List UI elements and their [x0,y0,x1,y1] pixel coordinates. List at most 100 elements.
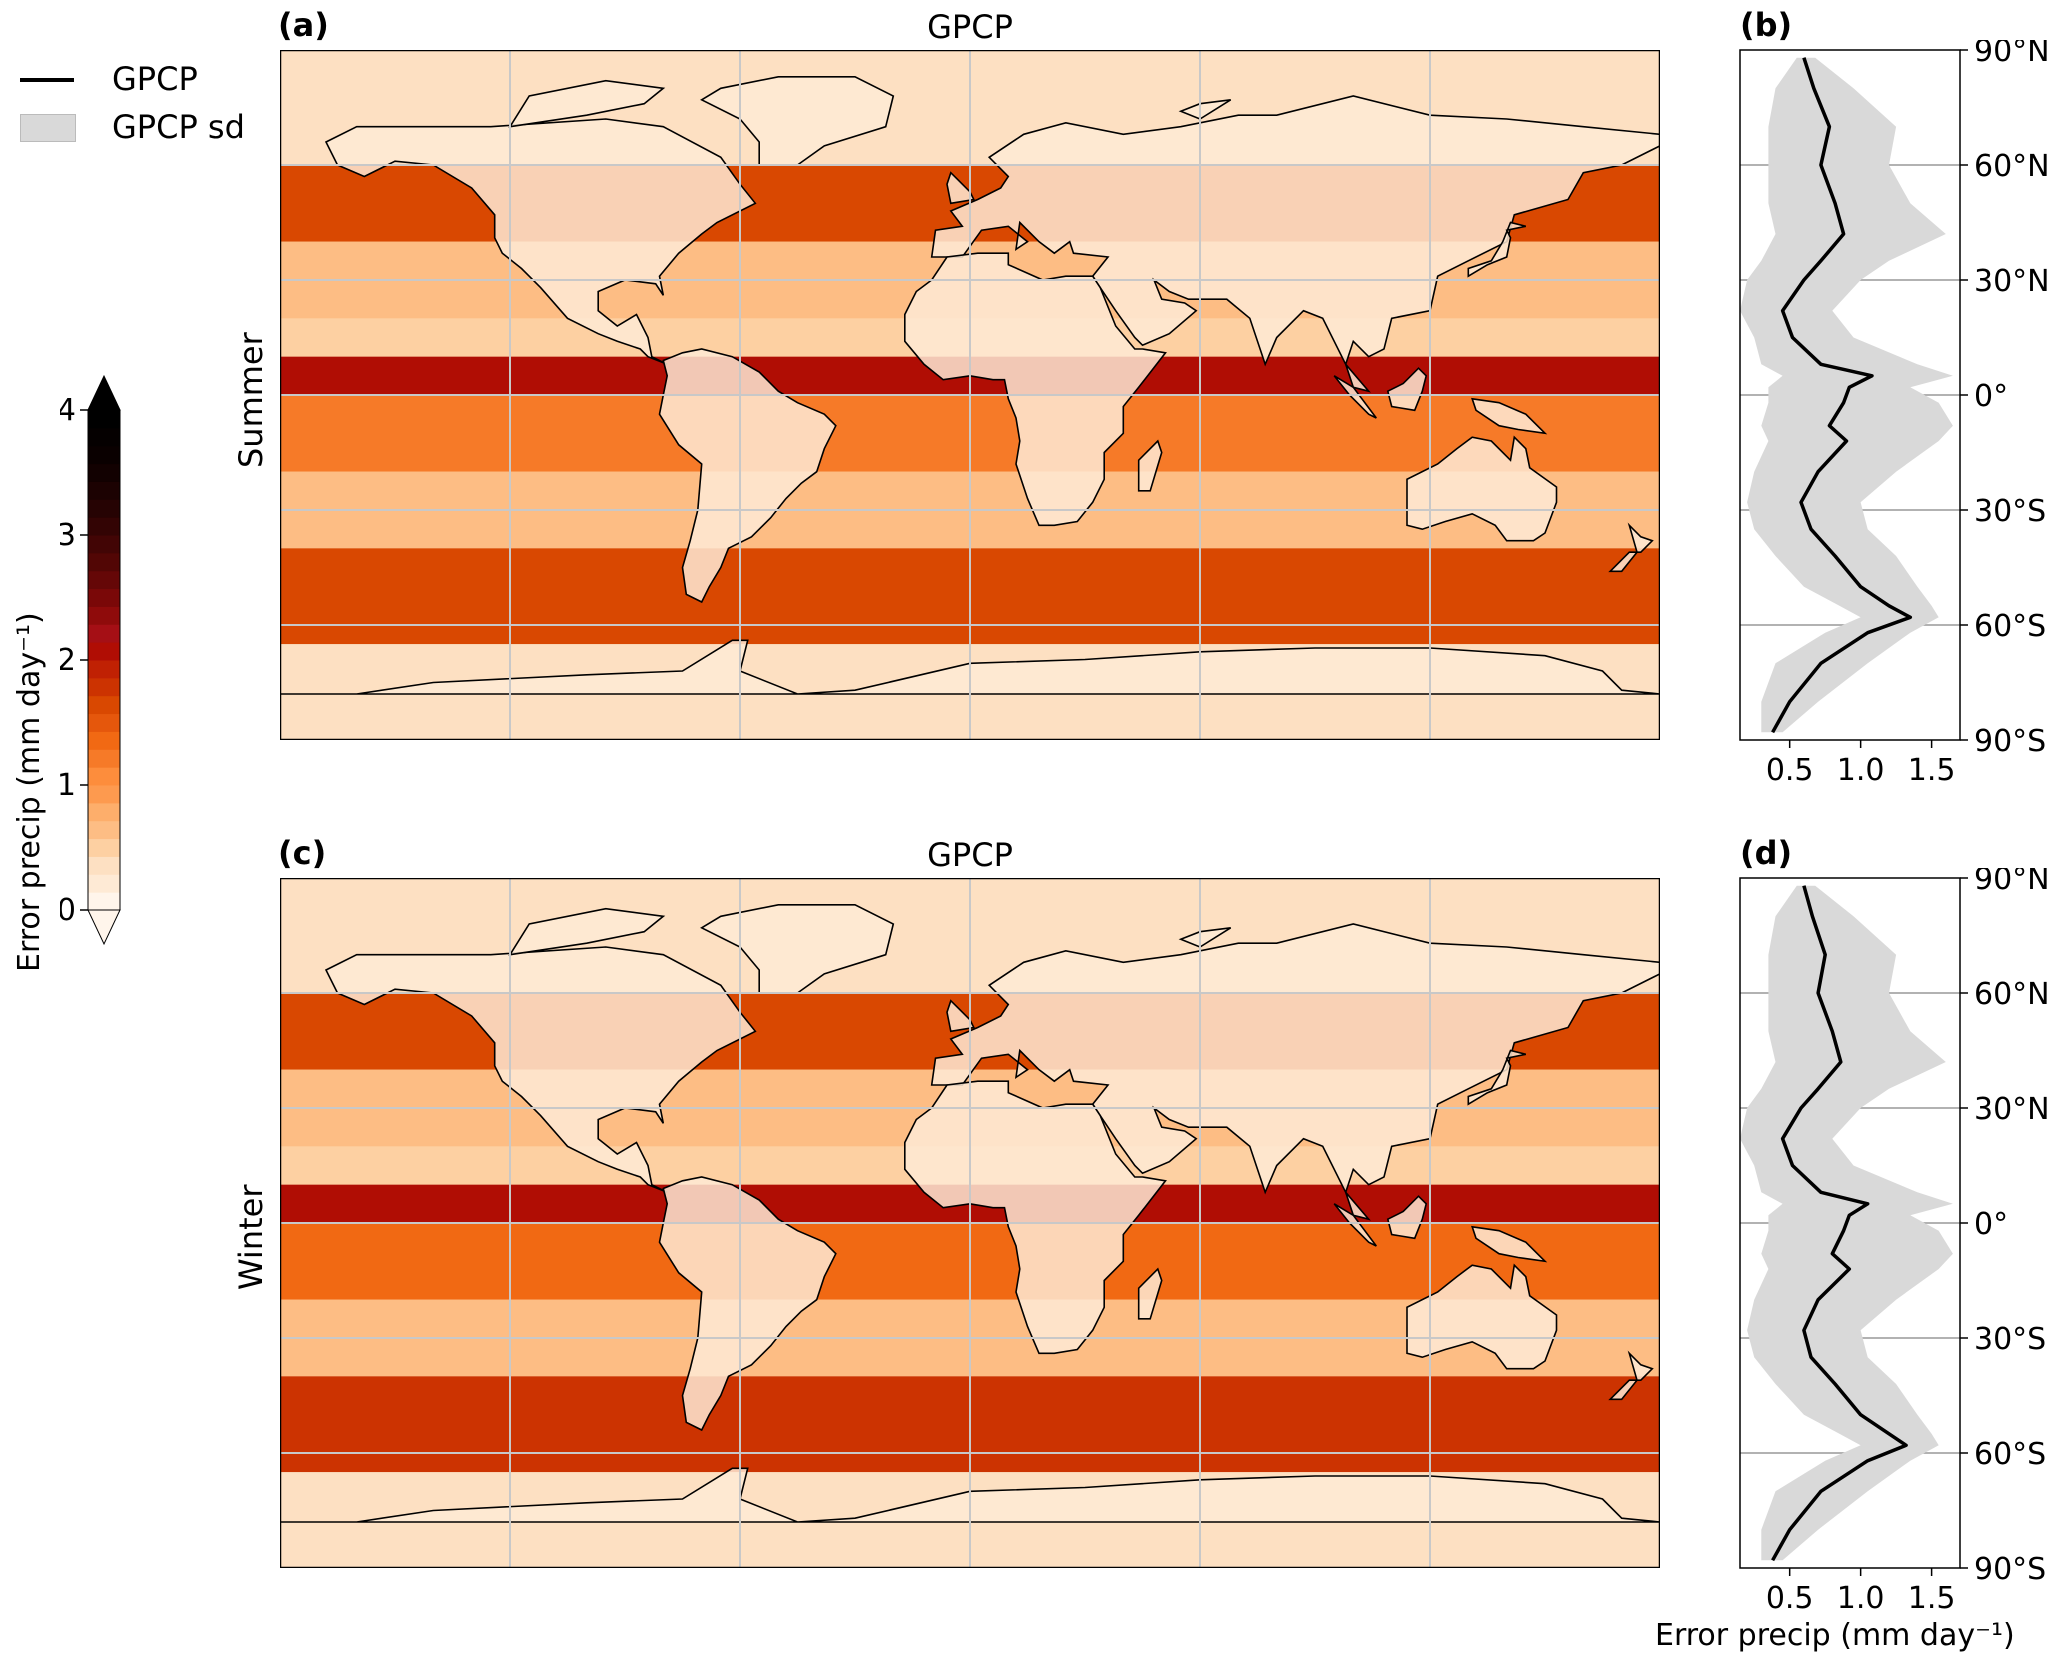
colorbar-segment [88,874,120,893]
map-summer-frame [279,49,1661,741]
profile-winter-ytick-label: 30°N [1974,1092,2050,1127]
map-winter-coastline [700,903,895,994]
colorbar-segment [88,606,120,625]
profile-summer: 90°N 60°N 30°N 0° 30°S 60°S 90°S 0.5 1.0 1.5 [1600,34,2060,800]
profile-winter-ytick-label: 0° [1974,1207,2008,1242]
map-winter-coastline [1333,1203,1377,1247]
profile-summer-ytick-label: 60°N [1974,149,2050,184]
profile-summer-ytick-label: 30°S [1974,494,2046,529]
map-summer-coastline [1137,439,1163,492]
colorbar-segment [88,695,120,715]
map-winter-coastline [658,1176,837,1432]
colorbar-segment [88,749,120,768]
map-winter [279,877,1661,1569]
colorbar-svg: 0 1 2 3 4 [60,374,121,946]
profile-winter-ytick-label: 60°S [1974,1437,2046,1472]
colorbar-segment [88,517,120,536]
colorbar-segment [88,499,120,518]
map-winter-coastline [1471,1225,1548,1263]
map-winter-coastline [1608,1350,1654,1401]
profile-winter-xtick-label: 1.0 [1837,1581,1885,1616]
map-winter-coastline [1386,1195,1428,1240]
legend-line-swatch [20,78,74,82]
colorbar-segment [88,802,120,822]
colorbar-segment [88,838,120,857]
colorbar-segment [88,624,120,643]
colorbar-segment [88,660,120,679]
map-winter-coastline [324,946,757,1194]
colorbar-extend-min [87,909,121,946]
legend-band-label: GPCP sd [112,108,245,146]
map-summer-coastline [1406,435,1558,542]
map-summer-coastline [946,171,975,205]
profile-winter: 90°N 60°N 30°N 0° 30°S 60°S 90°S 0.5 1.0 1.5 [1600,862,2060,1628]
colorbar-segment [88,856,120,875]
map-winter-coastline [946,999,975,1033]
colorbar-label: Error precip (mm day⁻¹) [12,612,47,972]
colorbar-segment [88,767,120,786]
map-winter-coastline [930,923,1661,1221]
map-summer-coastline [1467,221,1526,278]
panel-c-letter: (c) [278,834,327,872]
colorbar-extend-max [87,374,121,411]
profile-winter-ytick-label: 90°S [1974,1552,2046,1587]
profile-summer-mean-line [1771,57,1913,734]
map-winter-coastline [508,907,666,956]
colorbar: 0 1 2 3 4 [60,360,320,1260]
map-summer-coastline [324,118,757,366]
map-summer-coastline [1386,367,1428,412]
colorbar-segment [88,552,120,572]
panel-a-title: GPCP [927,8,1013,46]
colorbar-segment [88,677,120,697]
colorbar-segment [88,535,120,554]
colorbar-tick-label: 3 [60,518,76,553]
map-summer-coastline [700,75,895,166]
colorbar-segment [88,713,120,732]
panel-d-letter: (d) [1740,834,1793,872]
map-summer-coastline [930,95,1661,393]
colorbar-segment [88,588,120,607]
colorbar-tick-label: 4 [60,393,76,428]
colorbar-segment [88,427,120,447]
map-summer-coastline [1471,397,1548,435]
colorbar-tick-label: 2 [60,643,76,678]
colorbar-segment [88,481,120,500]
profile-winter-xtick-label: 0.5 [1766,1581,1814,1616]
map-winter-coastline [1467,1049,1526,1106]
profile-summer-ytick-label: 90°S [1974,724,2046,759]
profile-winter-xtick-label: 1.5 [1908,1581,1956,1616]
map-summer-coastline [1333,375,1377,419]
map-summer-coastline [1178,99,1232,120]
profile-summer-ytick-label: 90°N [1974,40,2050,69]
profile-summer-ytick-label: 60°S [1974,609,2046,644]
colorbar-segment [88,785,120,804]
profile-winter-xlabel: Error precip (mm day⁻¹) [1655,1618,2015,1653]
map-summer-coastline [1608,522,1654,573]
colorbar-segment [88,410,120,429]
profile-winter-ytick-label: 60°N [1974,977,2050,1012]
map-summer-coastline [658,348,837,604]
map-summer [279,49,1661,741]
legend: GPCP GPCP sd [18,52,258,152]
profile-summer-ytick-label: 0° [1974,379,2008,414]
map-summer-coastline [508,79,666,128]
colorbar-segment [88,642,120,661]
profile-winter-mean-line [1771,885,1908,1562]
profile-summer-ytick-label: 30°N [1974,264,2050,299]
colorbar-segment [88,731,120,750]
row-label-winter: Winter [232,1184,270,1291]
colorbar-segment [88,570,120,590]
colorbar-segment [88,463,120,482]
colorbar-tick-label: 0 [60,893,76,928]
panel-a-letter: (a) [278,6,329,44]
profile-summer-xtick-label: 0.5 [1766,753,1814,788]
map-winter-coastline [1137,1267,1163,1320]
legend-band-swatch [20,114,76,142]
colorbar-segment [88,892,120,911]
profile-summer-xtick-label: 1.0 [1837,753,1885,788]
profile-summer-svg: 90°N 60°N 30°N 0° 30°S 60°S 90°S 0.5 1.0 1.5 [1739,34,2050,788]
map-winter-gridlines [280,878,1660,1568]
profile-summer-xtick-label: 1.5 [1908,753,1956,788]
map-winter-coastline [1178,927,1232,948]
profile-winter-ytick-label: 90°N [1974,868,2050,897]
